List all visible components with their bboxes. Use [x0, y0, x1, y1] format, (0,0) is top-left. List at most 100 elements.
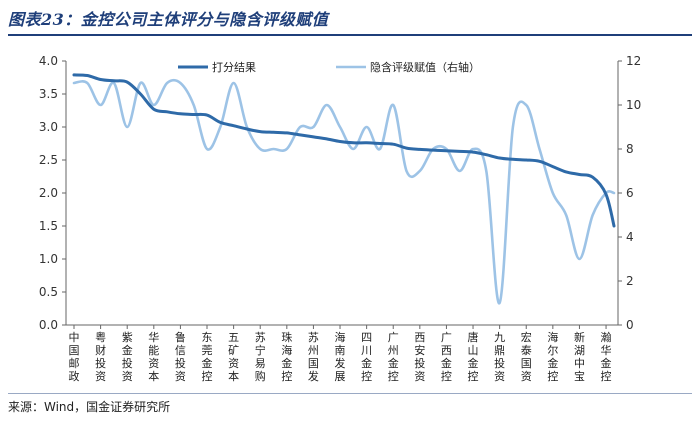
- figure-title: 图表23：金控公司主体评分与隐含评级赋值: [8, 10, 329, 29]
- category-char: 宏: [521, 330, 532, 344]
- category-char: 投: [414, 356, 425, 370]
- category-char: 东: [202, 331, 213, 344]
- implied-rating-series-line: [72, 78, 616, 305]
- category-char: 安: [414, 343, 425, 357]
- category-char: 紫: [122, 331, 133, 344]
- left-tick-label: 4.0: [39, 54, 58, 68]
- category-label: 广西金控: [441, 331, 452, 383]
- category-char: 金: [361, 356, 372, 370]
- category-char: 五: [228, 331, 239, 344]
- category-label: 鲁信投资: [175, 330, 186, 383]
- category-char: 山: [468, 344, 479, 357]
- category-char: 湖: [574, 344, 585, 357]
- category-char: 唐: [468, 330, 479, 344]
- category-char: 控: [388, 369, 399, 383]
- category-label: 苏宁易购: [255, 331, 266, 383]
- category-char: 资: [414, 370, 425, 383]
- category-char: 粤: [95, 330, 106, 344]
- category-char: 投: [494, 356, 505, 370]
- category-char: 州: [308, 344, 319, 357]
- score-series-line: [72, 73, 616, 228]
- right-tick-label: 6: [626, 186, 634, 200]
- category-char: 鼎: [494, 344, 505, 357]
- category-char: 金: [547, 356, 558, 370]
- category-char: 鲁: [175, 330, 186, 344]
- left-tick-label: 1.0: [39, 252, 58, 266]
- category-char: 控: [441, 369, 452, 383]
- category-char: 莞: [202, 344, 213, 357]
- category-char: 瀚: [601, 330, 612, 344]
- category-char: 州: [388, 344, 399, 357]
- category-char: 尔: [547, 344, 558, 357]
- category-label: 珠海金控: [281, 330, 292, 383]
- category-char: 控: [601, 369, 612, 383]
- category-char: 西: [441, 344, 452, 357]
- category-char: 苏: [255, 331, 266, 344]
- legend-label: 打分结果: [212, 60, 256, 74]
- category-char: 国: [308, 357, 319, 370]
- right-tick-label: 0: [626, 318, 634, 332]
- category-char: 国: [521, 357, 532, 370]
- category-char: 海: [335, 330, 346, 344]
- category-char: 控: [547, 369, 558, 383]
- category-char: 控: [361, 369, 372, 383]
- category-char: 苏: [308, 331, 319, 344]
- left-tick-label: 0.5: [39, 285, 58, 299]
- category-label: 海尔金控: [547, 330, 558, 383]
- category-char: 邮: [69, 357, 80, 370]
- category-char: 展: [335, 370, 346, 383]
- chart-legend: 打分结果 隐含评级赋值（右轴）: [178, 60, 480, 74]
- category-char: 广: [441, 331, 452, 344]
- category-char: 南: [335, 344, 346, 357]
- category-char: 财: [95, 343, 106, 357]
- category-label: 四川金控: [361, 331, 372, 383]
- category-char: 中: [574, 357, 585, 370]
- category-char: 九: [494, 331, 505, 344]
- category-char: 资: [228, 357, 239, 370]
- category-char: 投: [122, 356, 133, 370]
- category-char: 中: [69, 331, 80, 344]
- category-char: 金: [281, 356, 292, 370]
- left-tick-label: 1.5: [39, 219, 58, 233]
- category-char: 金: [468, 356, 479, 370]
- category-label: 唐山金控: [468, 330, 479, 383]
- category-label: 苏州国发: [308, 331, 319, 383]
- left-tick-label: 3.0: [39, 120, 58, 134]
- category-char: 控: [281, 369, 292, 383]
- left-tick-label: 2.5: [39, 153, 58, 167]
- category-char: 能: [148, 343, 159, 357]
- left-tick-label: 2.0: [39, 186, 58, 200]
- left-tick-label: 3.5: [39, 87, 58, 101]
- category-label: 中国邮政: [69, 331, 80, 383]
- right-tick-label: 10: [626, 98, 641, 112]
- category-char: 信: [175, 344, 186, 357]
- category-char: 资: [175, 370, 186, 383]
- category-label: 东莞金控: [202, 331, 213, 383]
- category-label: 宏泰国资: [521, 330, 532, 383]
- category-char: 国: [69, 344, 80, 357]
- category-char: 购: [255, 369, 266, 383]
- category-char: 资: [494, 370, 505, 383]
- category-char: 广: [388, 331, 399, 344]
- category-char: 新: [574, 330, 585, 344]
- title-underline: [8, 34, 692, 36]
- category-char: 金: [202, 356, 213, 370]
- category-char: 本: [228, 369, 239, 383]
- chart-axes: 0.00.51.01.52.02.53.03.54.0024681012中国邮政…: [39, 54, 641, 383]
- category-char: 宝: [574, 369, 585, 383]
- category-label: 五矿资本: [228, 331, 239, 383]
- category-char: 资: [148, 357, 159, 370]
- category-label: 九鼎投资: [494, 331, 505, 383]
- category-char: 四: [361, 331, 372, 344]
- category-char: 珠: [281, 330, 292, 344]
- category-label: 西安投资: [414, 331, 425, 383]
- category-char: 政: [69, 369, 80, 383]
- category-char: 金: [122, 343, 133, 357]
- category-char: 资: [95, 370, 106, 383]
- category-char: 资: [521, 370, 532, 383]
- left-tick-label: 0.0: [39, 318, 58, 332]
- category-char: 华: [601, 343, 612, 357]
- category-label: 华能资本: [148, 330, 159, 383]
- category-char: 金: [441, 356, 452, 370]
- right-tick-label: 12: [626, 54, 641, 68]
